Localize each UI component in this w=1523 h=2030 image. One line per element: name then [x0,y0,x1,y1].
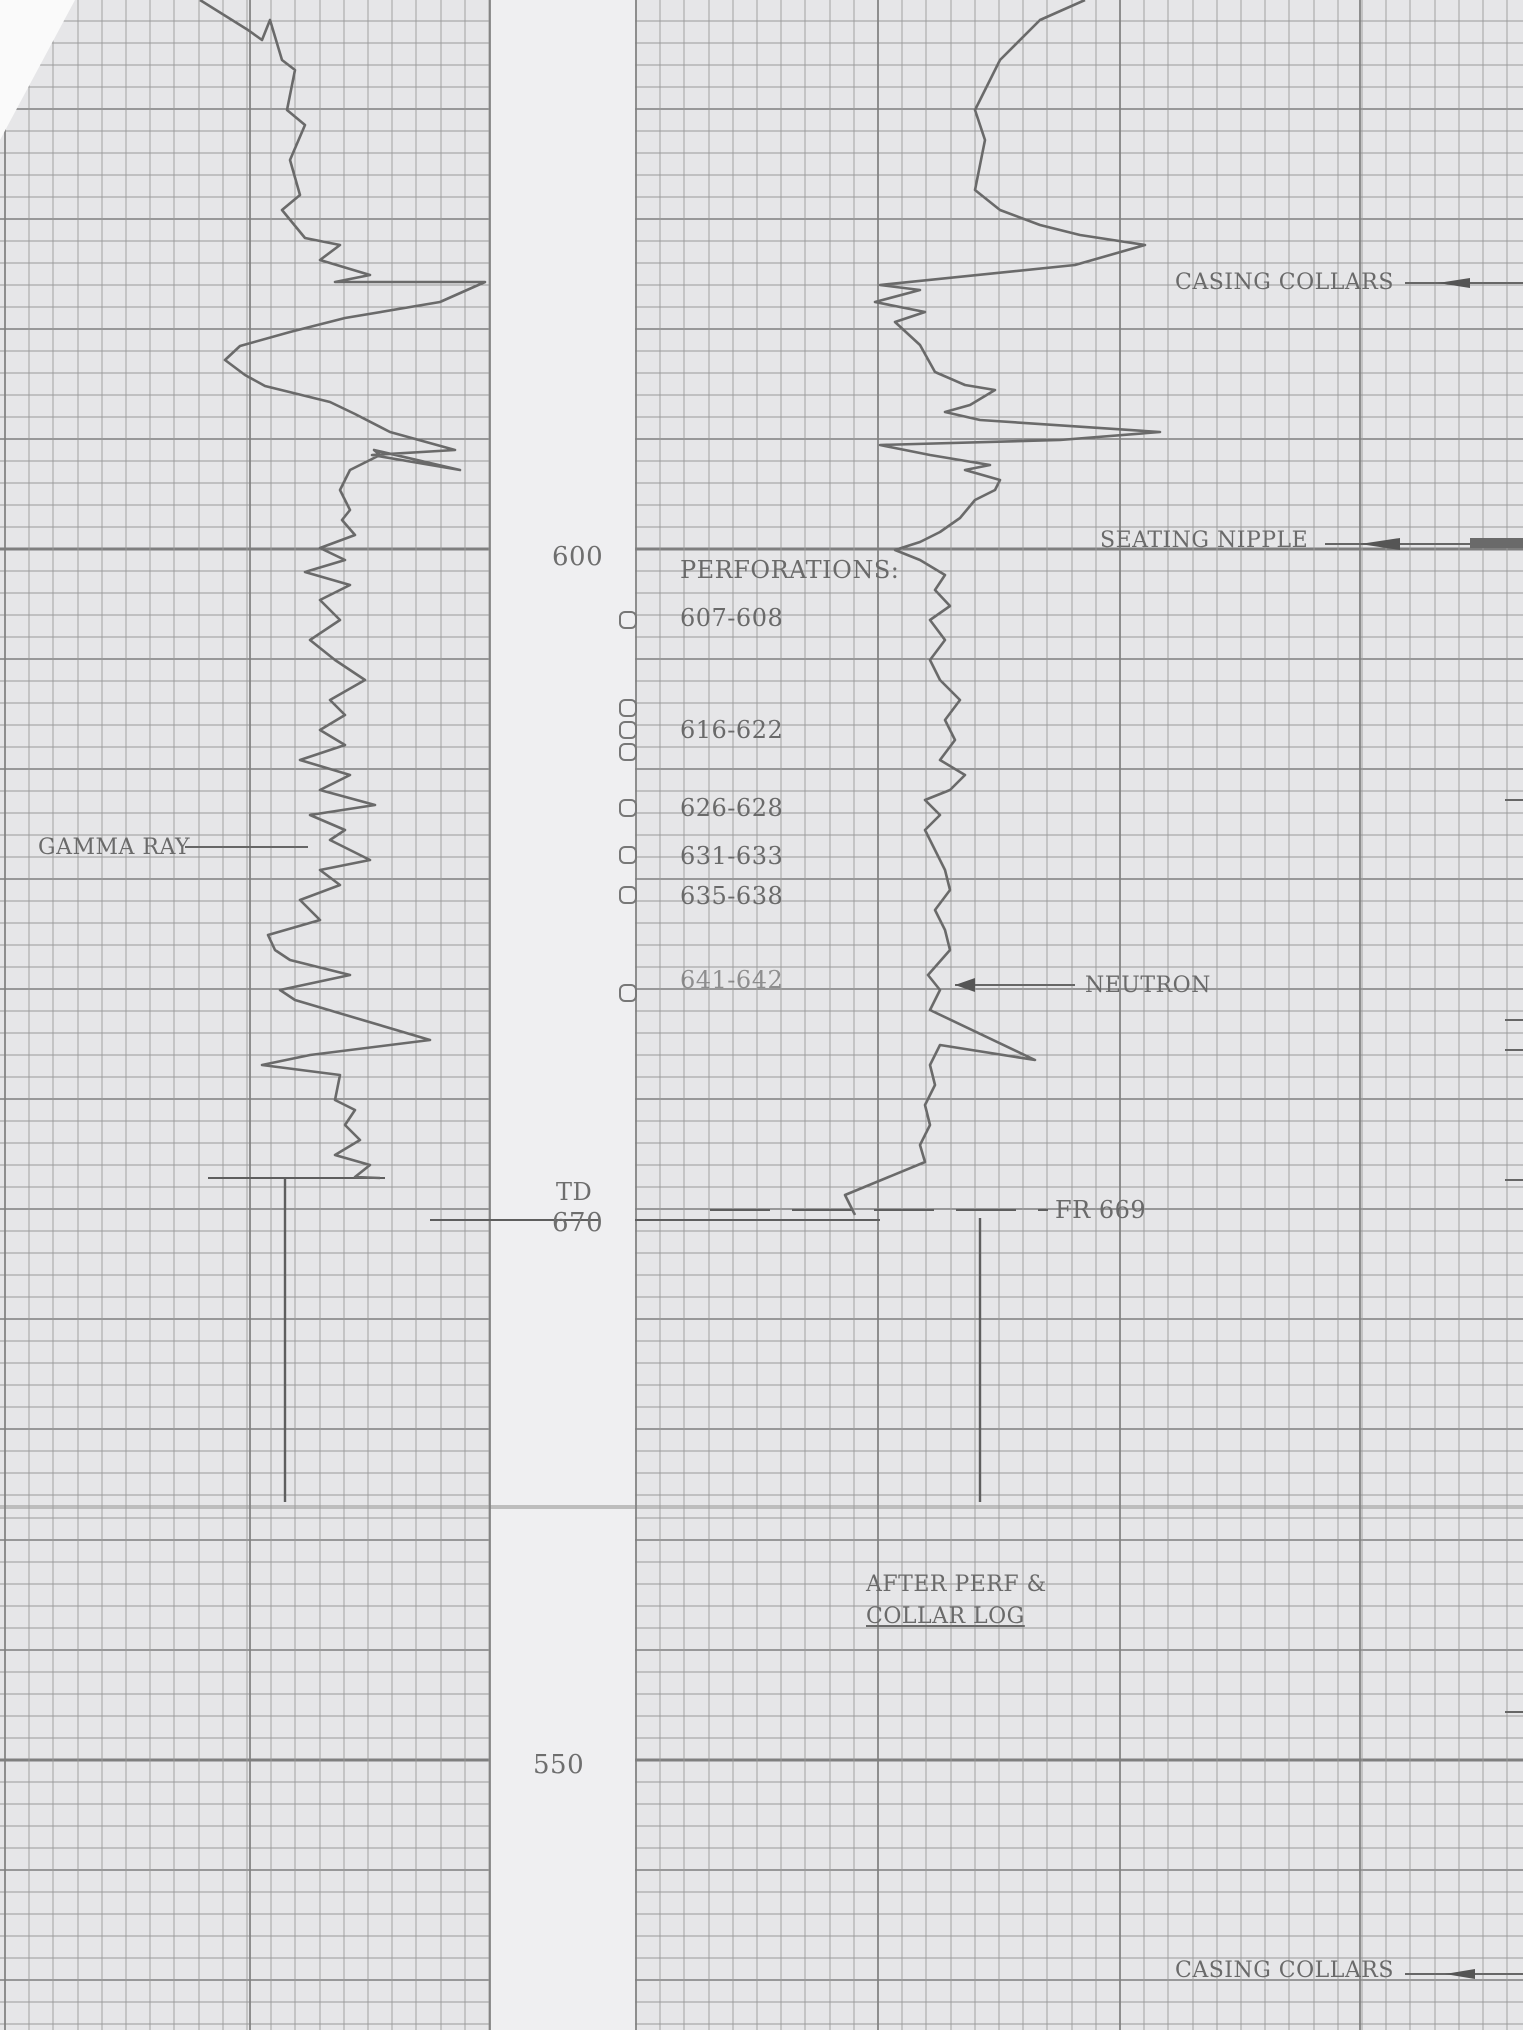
folded-corner [0,0,75,140]
seating-nipple-tick [1470,538,1523,548]
depth-label-600: 600 [552,542,604,572]
perforation-interval: 635-638 [680,882,784,910]
neutron-trace [843,0,1162,1216]
perforation-marker [619,699,637,717]
after-perf-title-line2: COLLAR LOG [866,1604,1025,1629]
casing-collars-label-bottom: CASING COLLARS [1175,1958,1394,1983]
perforation-marker [619,611,637,629]
depth-label-670: 670 [552,1208,604,1238]
perforation-marker [619,984,637,1002]
casing-collars-label-top: CASING COLLARS [1175,270,1394,295]
gamma-ray-trace [199,0,487,1180]
casing-collar-tick [1438,278,1470,288]
perforation-interval: 607-608 [680,604,784,632]
perforation-interval: 641-642 [680,966,784,994]
perforations-heading: PERFORATIONS: [680,556,900,584]
seating-nipple-label: SEATING NIPPLE [1100,528,1309,553]
perforation-marker [619,799,637,817]
fr-label: FR 669 [1055,1196,1147,1224]
perforation-marker [619,846,637,864]
neutron-label: NEUTRON [1085,973,1211,998]
perforation-interval: 626-628 [680,794,784,822]
gamma-ray-label: GAMMA RAY [38,835,190,860]
perforation-marker [619,743,637,761]
casing-collar-tick [1445,1969,1475,1979]
depth-label-550: 550 [533,1750,585,1780]
depth-track [490,0,635,2030]
after-perf-title-line1: AFTER PERF & [866,1572,1047,1597]
seating-nipple-tick [1360,538,1400,550]
perforation-marker [619,886,637,904]
perforation-interval: 616-622 [680,716,784,744]
neutron-pointer-arrow [955,978,975,992]
perforation-interval: 631-633 [680,842,784,870]
annotation-pointers [185,278,1523,1979]
perforation-marker [619,721,637,739]
depth-label-td: TD [556,1178,593,1206]
